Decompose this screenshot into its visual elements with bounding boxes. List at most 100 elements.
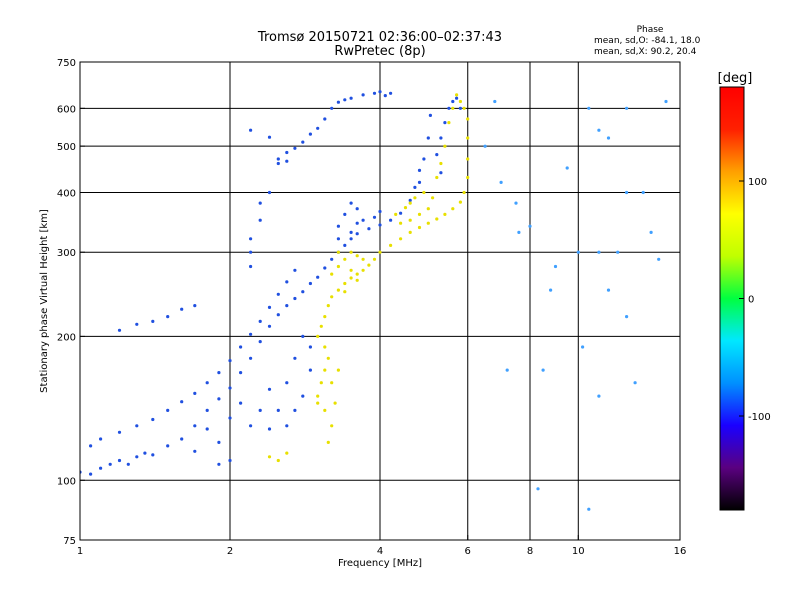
x-tick-label: 6 [465, 546, 471, 557]
y-tick-label: 500 [57, 142, 76, 153]
data-point-x-mode [333, 401, 337, 405]
data-point-x-mode [323, 408, 327, 412]
data-point-o-mode [228, 386, 232, 390]
data-point-x-mode [455, 93, 459, 97]
data-point-o-mode [330, 106, 334, 110]
data-point-x-mode [399, 221, 403, 225]
data-point-x-mode [319, 381, 323, 385]
x-tick-label: 2 [227, 546, 233, 557]
data-point-x-mode [355, 254, 359, 258]
data-point-x-mode [323, 368, 327, 372]
data-point-o-mode [378, 223, 382, 227]
data-point-o-mode [228, 416, 232, 420]
colorbar-tick-label: 0 [748, 295, 754, 306]
data-point-scattered [664, 99, 668, 104]
data-point-o-mode [361, 218, 365, 222]
data-point-o-mode [308, 345, 312, 349]
data-point-scattered [641, 190, 645, 195]
data-point-o-mode [89, 444, 93, 448]
data-point-x-mode [330, 295, 334, 299]
phase-heading: Phase [637, 25, 664, 35]
colorbar-tick-label: 100 [748, 177, 767, 188]
data-point-x-mode [458, 200, 462, 204]
data-point-o-mode [330, 257, 334, 261]
data-point-o-mode [239, 371, 243, 375]
data-point-o-mode [228, 359, 232, 363]
data-point-x-mode [319, 324, 323, 328]
data-point-scattered [625, 315, 629, 319]
data-point-o-mode [267, 324, 272, 328]
data-point-o-mode [249, 332, 253, 336]
data-point-o-mode [422, 157, 426, 161]
data-point-o-mode [426, 136, 430, 140]
data-point-x-mode [349, 268, 353, 272]
data-point-o-mode [135, 455, 139, 459]
data-point-o-mode [323, 266, 327, 270]
data-point-o-mode [143, 451, 147, 455]
data-point-scattered [587, 507, 591, 511]
data-point-o-mode [293, 356, 297, 360]
data-point-o-mode [443, 121, 447, 125]
data-point-o-mode [378, 90, 382, 94]
data-point-o-mode [267, 135, 272, 139]
data-point-x-mode [408, 201, 412, 205]
data-point-x-mode [466, 175, 470, 180]
data-point-o-mode [126, 462, 130, 466]
data-point-o-mode [389, 91, 393, 95]
data-point-x-mode [435, 217, 439, 221]
data-point-scattered [576, 250, 580, 254]
data-point-x-mode [451, 207, 455, 211]
data-point-x-mode [316, 394, 320, 398]
data-point-o-mode [99, 437, 103, 441]
x-tick-label: 4 [377, 546, 383, 557]
data-point-o-mode [193, 304, 197, 308]
data-point-o-mode [258, 340, 262, 344]
data-point-x-mode [378, 250, 382, 254]
data-point-x-mode [403, 206, 408, 210]
data-point-o-mode [239, 401, 243, 405]
data-point-o-mode [258, 201, 262, 205]
data-point-scattered [536, 487, 540, 491]
data-point-x-mode [361, 268, 365, 272]
data-point-scattered [581, 345, 585, 349]
data-point-scattered [553, 264, 558, 269]
data-point-o-mode [355, 232, 359, 236]
data-point-x-mode [326, 304, 330, 308]
y-tick-label: 400 [57, 188, 76, 199]
data-point-scattered [616, 250, 620, 254]
data-point-o-mode [451, 99, 455, 104]
x-tick-label: 10 [572, 546, 585, 557]
data-point-x-mode [326, 356, 330, 360]
data-point-scattered [625, 190, 629, 195]
data-point-o-mode [293, 268, 297, 272]
data-point-x-mode [443, 212, 447, 216]
data-point-o-mode [135, 322, 139, 326]
data-point-o-mode [193, 391, 197, 395]
data-point-x-mode [330, 272, 334, 276]
data-point-o-mode [316, 126, 320, 130]
data-point-o-mode [151, 417, 155, 422]
data-point-o-mode [428, 113, 432, 117]
data-point-scattered [549, 288, 553, 292]
data-point-o-mode [276, 292, 280, 296]
data-point-x-mode [431, 196, 435, 200]
phase-x-stats: mean, sd,X: 90.2, 20.4 [594, 47, 697, 57]
data-point-scattered [625, 106, 629, 110]
grid-lines [80, 62, 680, 540]
data-point-o-mode [166, 408, 170, 412]
data-point-o-mode [267, 387, 272, 391]
data-point-x-mode [326, 440, 330, 444]
data-point-o-mode [285, 424, 289, 428]
data-point-o-mode [108, 462, 112, 466]
data-point-o-mode [308, 132, 312, 136]
data-point-x-mode [447, 121, 451, 125]
data-point-o-mode [267, 427, 272, 431]
data-point-x-mode [426, 221, 430, 225]
data-point-o-mode [293, 408, 297, 412]
data-point-o-mode [205, 408, 209, 412]
data-point-o-mode [336, 237, 340, 241]
data-point-x-mode [417, 225, 422, 230]
data-point-o-mode [249, 237, 253, 241]
data-point-x-mode [355, 278, 359, 282]
data-point-x-mode [458, 99, 462, 104]
